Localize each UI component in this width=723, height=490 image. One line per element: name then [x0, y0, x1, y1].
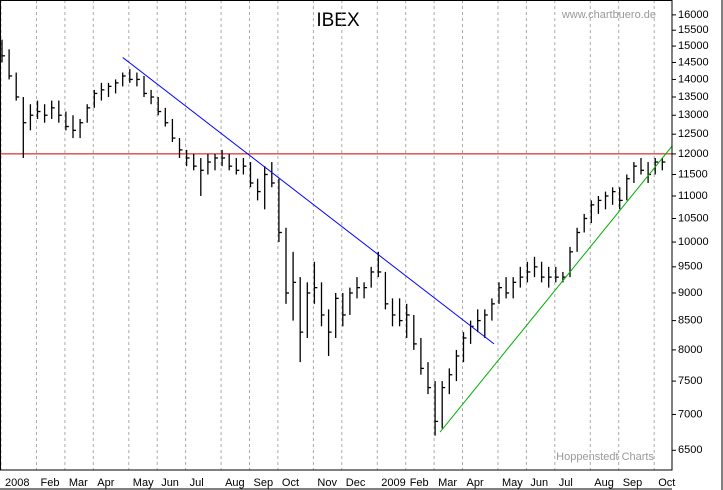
- y-tick-label: 12000: [678, 148, 709, 160]
- x-tick-label: Oct: [658, 477, 675, 489]
- chart-title: IBEX: [316, 10, 360, 31]
- x-tick-label: 2009: [381, 477, 405, 489]
- x-tick-label: Dec: [346, 477, 366, 489]
- y-tick-label: 13500: [678, 91, 709, 103]
- plot-frame: [0, 0, 673, 471]
- x-tick-label: Apr: [97, 477, 114, 489]
- y-tick-label: 15000: [678, 40, 709, 52]
- x-tick-label: Mar: [438, 477, 457, 489]
- y-tick-label: 10000: [678, 236, 709, 248]
- x-tick-label: Feb: [41, 477, 60, 489]
- trend-line: [439, 145, 673, 433]
- y-tick-label: 16000: [678, 9, 709, 21]
- y-tick-label: 10500: [678, 212, 709, 224]
- x-tick-label: Mar: [69, 477, 88, 489]
- x-tick-label: Nov: [317, 477, 337, 489]
- x-tick-label: May: [133, 477, 154, 489]
- x-tick-label: Aug: [594, 477, 614, 489]
- y-tick-label: 11000: [678, 190, 708, 202]
- y-tick-label: 15500: [678, 24, 709, 36]
- y-tick-label: 8000: [678, 344, 702, 356]
- y-tick-label: 12500: [678, 128, 709, 140]
- x-tick-label: Jul: [190, 477, 204, 489]
- x-tick-label: Jun: [161, 477, 179, 489]
- y-tick-label: 13000: [678, 109, 709, 121]
- x-tick-label: Jul: [559, 477, 573, 489]
- trend-line: [122, 57, 495, 345]
- x-tick-label: Apr: [467, 477, 484, 489]
- source: www.chartbuero.de: [561, 9, 656, 21]
- x-tick-label: Feb: [410, 477, 429, 489]
- x-tick-label: 2008: [5, 477, 29, 489]
- x-tick-label: Aug: [225, 477, 245, 489]
- y-tick-label: 6500: [678, 444, 702, 456]
- x-tick-label: Oct: [282, 477, 299, 489]
- y-tick-label: 11500: [678, 168, 708, 180]
- y-tick-label: 14000: [678, 73, 709, 85]
- y-tick-label: 7000: [678, 408, 702, 420]
- x-tick-label: Sep: [254, 477, 274, 489]
- x-tick-label: Sep: [623, 477, 643, 489]
- y-tick-label: 14500: [678, 56, 709, 68]
- y-tick-label: 7500: [678, 375, 702, 387]
- x-tick-label: Jun: [530, 477, 548, 489]
- x-tick-label: May: [502, 477, 523, 489]
- y-tick-label: 9000: [678, 287, 702, 299]
- y-tick-label: 9500: [678, 261, 702, 273]
- credit: Hoppenstedt Charts: [556, 451, 654, 463]
- y-tick-label: 8500: [678, 315, 702, 327]
